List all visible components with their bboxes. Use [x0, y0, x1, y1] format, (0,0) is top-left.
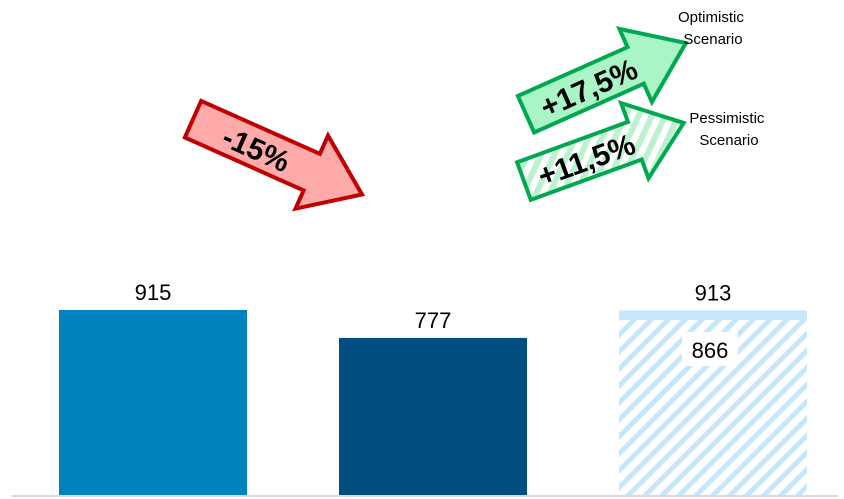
bar-2 [339, 337, 527, 495]
bar-1 [59, 310, 247, 495]
bar-3-inner-label-bg [682, 332, 738, 366]
bar-3-inner-value-label: 866 [692, 338, 729, 363]
pessimistic-scenario-label: Pessimistic Scenario [689, 110, 768, 149]
bar-3-value-label: 913 [695, 280, 732, 305]
bar-1-value-label: 915 [135, 280, 172, 305]
optimistic-scenario-label: Optimistic Scenario [678, 9, 748, 48]
decline-arrow: -15% [182, 98, 366, 212]
bar-2-value-label: 777 [415, 308, 452, 333]
